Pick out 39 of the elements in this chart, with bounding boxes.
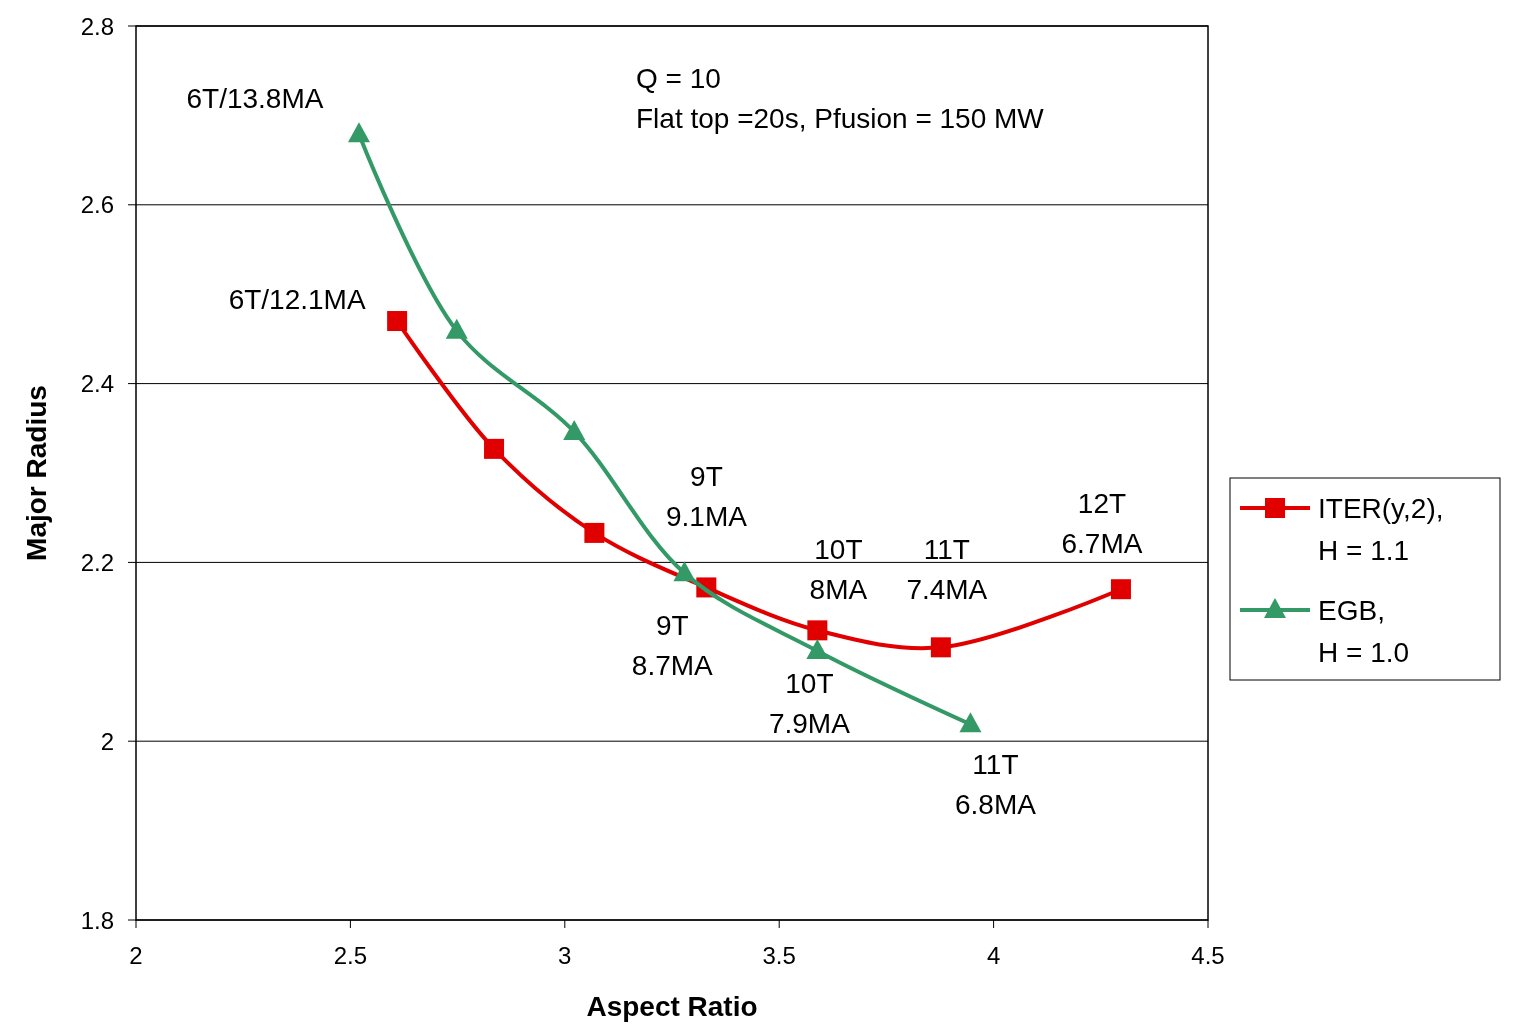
y-tick-label: 2.2	[80, 548, 114, 576]
point	[584, 522, 605, 543]
point	[806, 638, 829, 659]
y-tick-label: 2.4	[80, 370, 114, 398]
y-tick-label: 1.8	[80, 906, 114, 934]
point	[673, 561, 696, 582]
x-tick-label: 4	[986, 942, 1001, 969]
annotation: 9T 8.7MA	[631, 609, 714, 681]
point	[387, 311, 408, 332]
legend-label: ITER(y,2), H = 1.1	[1318, 492, 1444, 566]
point	[807, 620, 828, 641]
y-tick-label: 2.6	[80, 191, 114, 219]
x-tick-label: 3	[558, 942, 572, 969]
x-tick-label: 2	[129, 942, 143, 969]
y-tick-label: 2	[100, 727, 114, 755]
y-axis-title: Major Radius	[21, 385, 52, 561]
annotation: Flat top =20s, Pfusion = 150 MW	[636, 102, 1045, 134]
x-tick-label: 4.5	[1191, 942, 1225, 969]
annotation: 9T 9.1MA	[665, 460, 748, 532]
annotation: 11T 7.4MA	[906, 533, 988, 605]
point	[1110, 579, 1131, 600]
point	[445, 318, 468, 339]
annotation: 12T 6.7MA	[1061, 487, 1143, 559]
annotation: 6T/12.1MA	[228, 283, 366, 315]
point	[563, 419, 586, 440]
annotation: Q = 10	[636, 62, 721, 94]
x-tick-label: 2.5	[333, 942, 368, 969]
point	[347, 122, 370, 143]
x-tick-label: 3.5	[762, 942, 796, 969]
annotation: 10T 7.9MA	[768, 667, 851, 739]
legend-label: EGB, H = 1.0	[1318, 594, 1410, 668]
point	[484, 438, 505, 459]
point	[959, 712, 982, 733]
annotation: 10T 8MA	[809, 533, 868, 605]
x-axis-title: Aspect Ratio	[586, 991, 758, 1022]
point	[930, 637, 951, 658]
annotation: 6T/13.8MA	[186, 82, 324, 114]
y-tick-label: 2.8	[80, 12, 114, 40]
annotation: 11T 6.8MA	[954, 748, 1037, 820]
